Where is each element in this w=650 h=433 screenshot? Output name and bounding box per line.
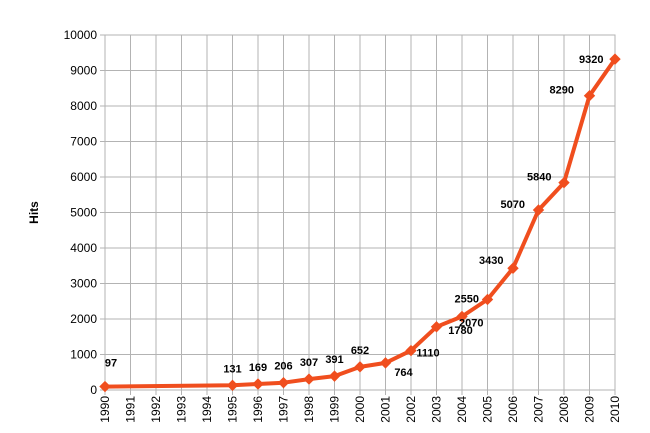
- x-tick-label: 2009: [583, 396, 597, 423]
- x-tick-label: 1997: [277, 396, 291, 423]
- data-point-marker: [328, 370, 341, 382]
- data-label: 652: [351, 345, 369, 357]
- y-tick-label: 8000: [70, 99, 97, 113]
- data-point-marker: [99, 380, 111, 393]
- data-label: 9320: [579, 54, 603, 66]
- data-point-marker: [532, 204, 545, 216]
- data-label: 169: [249, 362, 267, 374]
- y-tick-label: 9000: [70, 64, 97, 78]
- data-point-marker: [277, 376, 290, 389]
- data-label: 206: [274, 361, 292, 373]
- y-tick-label: 1000: [70, 348, 97, 362]
- y-tick-label: 0: [90, 383, 97, 397]
- data-point-marker: [558, 176, 570, 189]
- data-label: 8290: [550, 85, 574, 97]
- x-tick-label: 1998: [302, 396, 316, 423]
- x-tick-label: 2004: [455, 396, 469, 423]
- data-label: 2070: [459, 318, 483, 330]
- y-axis-title: Hits: [27, 201, 41, 224]
- x-tick-label: 2000: [353, 396, 367, 423]
- x-tick-label: 1995: [226, 396, 240, 423]
- x-axis-ticks: 1990 1991 1992 1993 1994 1995 1996 1997 1998 1999…: [98, 396, 622, 423]
- x-tick-label: 1993: [175, 396, 189, 423]
- x-tick-label: 2007: [532, 396, 546, 423]
- y-tick-label: 7000: [70, 135, 97, 149]
- y-tick-label: 6000: [70, 170, 97, 184]
- data-label: 391: [325, 354, 343, 366]
- x-tick-label: 2008: [557, 396, 571, 423]
- x-tick-label: 2010: [608, 396, 622, 423]
- data-point-marker: [583, 89, 596, 102]
- data-point-marker: [379, 357, 392, 369]
- x-tick-label: 1994: [200, 396, 214, 423]
- y-tick-label: 4000: [70, 241, 97, 255]
- x-tick-label: 2003: [430, 396, 444, 423]
- y-tick-label: 3000: [70, 277, 97, 291]
- x-tick-label: 1992: [149, 396, 163, 423]
- data-label: 131: [223, 363, 241, 375]
- data-label: 1780: [448, 325, 472, 337]
- data-label: 97: [105, 358, 117, 370]
- data-point-marker: [405, 344, 417, 357]
- data-point-marker: [226, 379, 239, 392]
- y-tick-label: 5000: [70, 206, 97, 220]
- y-axis-ticks: 0 1000 2000 3000 4000 5000 6000 7000 8000 9000 100…: [64, 28, 98, 397]
- x-tick-label: 1990: [98, 396, 112, 423]
- x-tick-label: 2005: [481, 396, 495, 423]
- x-tick-label: 2002: [404, 396, 418, 423]
- data-label: 5840: [527, 172, 551, 184]
- x-tick-label: 1991: [124, 396, 138, 423]
- data-label: 3430: [479, 255, 503, 267]
- x-tick-label: 2006: [506, 396, 520, 423]
- data-label: 1110: [416, 348, 439, 360]
- x-tick-label: 1999: [328, 396, 342, 423]
- data-point-marker: [609, 53, 621, 65]
- data-label: 764: [394, 367, 413, 379]
- y-tick-label: 10000: [64, 28, 98, 42]
- grid-lines: [100, 34, 616, 395]
- data-point-marker: [430, 321, 443, 333]
- x-tick-label: 1996: [251, 396, 265, 423]
- data-point-marker: [481, 293, 494, 306]
- data-point-marker: [354, 361, 366, 373]
- data-point-marker: [252, 378, 264, 390]
- data-point-marker: [507, 262, 519, 274]
- data-label: 307: [300, 357, 318, 369]
- data-label: 5070: [501, 199, 525, 211]
- x-tick-label: 2001: [379, 396, 393, 423]
- data-point-marker: [303, 373, 315, 385]
- y-tick-label: 2000: [70, 312, 97, 326]
- series-group: [99, 53, 621, 393]
- data-point-marker: [456, 310, 468, 323]
- data-label: 2550: [455, 293, 479, 305]
